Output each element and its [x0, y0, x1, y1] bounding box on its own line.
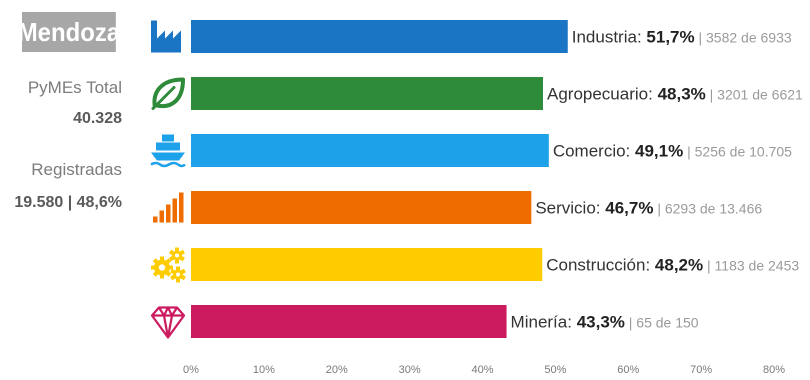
x-tick-label: 60%: [617, 364, 639, 376]
signal-icon: [153, 192, 184, 223]
count-label: | 3201 de 6621: [706, 87, 803, 103]
value-label: 48,3%: [658, 85, 706, 104]
bar-label: Comercio: 49,1% | 5256 de 10.705: [553, 142, 792, 161]
count-label: | 6293 de 13.466: [653, 201, 762, 217]
bar-industria: [191, 20, 568, 53]
summary-panel: Mendoza PyMEs Total 40.328 Registradas 1…: [0, 0, 140, 380]
bar-label: Agropecuario: 48,3% | 3201 de 6621: [547, 85, 803, 104]
value-label: 49,1%: [635, 142, 683, 161]
registered-label: Registradas: [31, 160, 122, 179]
bar-label: Minería: 43,3% | 65 de 150: [511, 313, 699, 332]
x-tick-label: 20%: [326, 364, 348, 376]
x-tick-label: 80%: [763, 364, 785, 376]
ship-icon: [150, 134, 186, 168]
value-label: 46,7%: [605, 199, 653, 218]
factory-icon: [151, 20, 181, 53]
bar-label: Construcción: 48,2% | 1183 de 2453: [546, 256, 799, 275]
x-tick-label: 10%: [253, 364, 275, 376]
category-label: Comercio:: [553, 142, 635, 161]
category-label: Servicio:: [535, 199, 605, 218]
leaf-icon: [151, 77, 185, 110]
count-label: | 1183 de 2453: [703, 258, 799, 274]
count-label: | 5256 de 10.705: [683, 144, 792, 160]
x-tick-label: 50%: [544, 364, 566, 376]
x-axis: 0% 10% 20% 30% 40% 50% 60% 70% 80%: [183, 364, 785, 376]
bars: Industria: 51,7% | 3582 de 6933 Agropecua…: [191, 20, 803, 338]
value-label: 48,2%: [655, 256, 703, 275]
category-label: Minería:: [511, 313, 577, 332]
x-tick-label: 30%: [399, 364, 421, 376]
total-label: PyMEs Total: [27, 78, 122, 97]
x-tick-label: 40%: [471, 364, 493, 376]
diamond-icon: [150, 306, 186, 339]
bar-servicio: [191, 191, 532, 224]
registered-value: 19.580 | 48,6%: [14, 194, 122, 211]
value-label: 51,7%: [646, 28, 694, 47]
gears-icon: [151, 247, 186, 283]
bar-label: Servicio: 46,7% | 6293 de 13.466: [535, 199, 762, 218]
value-label: 43,3%: [577, 313, 625, 332]
category-label: Industria:: [572, 28, 647, 47]
bar-label: Industria: 51,7% | 3582 de 6933: [572, 28, 792, 47]
count-label: | 65 de 150: [625, 315, 699, 331]
bar-mineria: [191, 305, 507, 338]
bar-construccion: [191, 248, 543, 281]
count-label: | 3582 de 6933: [695, 30, 792, 46]
x-tick-label: 0%: [183, 364, 199, 376]
bar-agropecuario: [191, 77, 543, 110]
category-label: Agropecuario:: [547, 85, 658, 104]
x-tick-label: 70%: [690, 364, 712, 376]
total-value: 40.328: [73, 110, 122, 127]
category-icons: [150, 20, 186, 339]
bar-comercio: [191, 134, 549, 167]
category-label: Construcción:: [546, 256, 655, 275]
region-title: Mendoza: [18, 12, 120, 52]
